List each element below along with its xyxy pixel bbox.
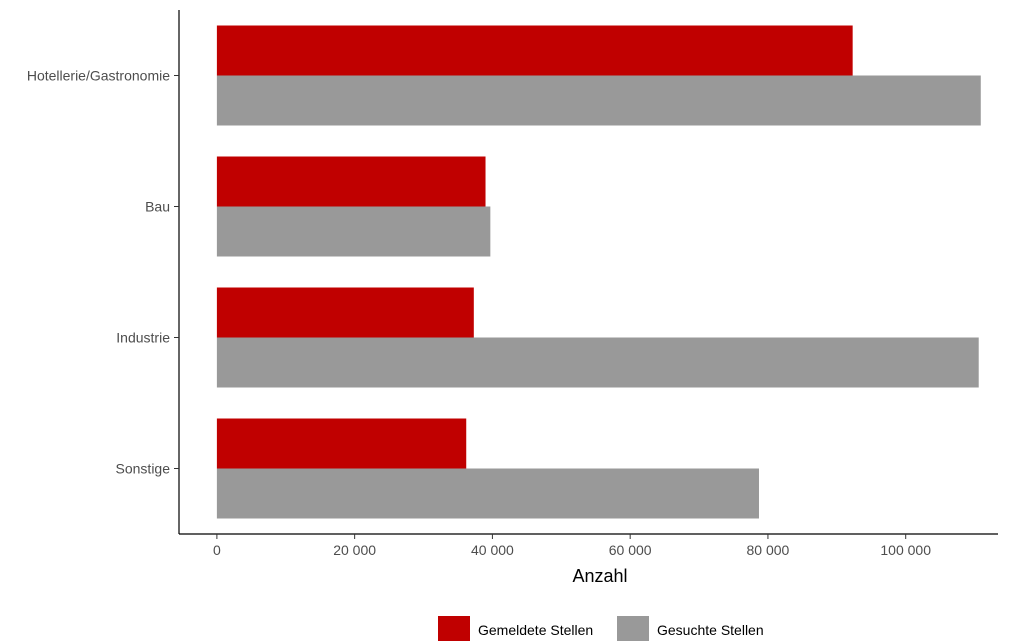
x-tick-label: 20 000 xyxy=(333,542,376,558)
bar-gesuchte-3 xyxy=(216,468,759,519)
y-tick-label: Sonstige xyxy=(116,461,171,477)
bars-group xyxy=(216,25,981,519)
x-axis-ticks: 0 20 000 40 000 60 000 80 000 100 000 xyxy=(213,534,931,558)
bar-gemeldete-1 xyxy=(216,156,486,207)
x-tick-label: 60 000 xyxy=(609,542,652,558)
legend-label-gemeldete: Gemeldete Stellen xyxy=(478,622,593,638)
bar-gesuchte-2 xyxy=(216,337,979,388)
legend-swatch-gemeldete xyxy=(438,616,470,641)
bar-gemeldete-2 xyxy=(216,287,474,338)
bar-gesuchte-0 xyxy=(216,75,981,126)
y-axis-ticks: Hotellerie/Gastronomie Bau Industrie Sonsti… xyxy=(27,68,179,477)
x-tick-label: 0 xyxy=(213,542,221,558)
y-tick-label: Hotellerie/Gastronomie xyxy=(27,68,170,84)
legend-label-gesuchte: Gesuchte Stellen xyxy=(657,622,764,638)
bar-gemeldete-0 xyxy=(216,25,853,76)
bar-gesuchte-1 xyxy=(216,206,491,257)
bar-gemeldete-3 xyxy=(216,418,467,469)
legend-swatch-gesuchte xyxy=(617,616,649,641)
y-tick-label: Bau xyxy=(145,199,170,215)
x-tick-label: 80 000 xyxy=(747,542,790,558)
x-tick-label: 40 000 xyxy=(471,542,514,558)
legend: Gemeldete Stellen Gesuchte Stellen xyxy=(438,616,764,641)
y-tick-label: Industrie xyxy=(116,330,170,346)
x-axis-title: Anzahl xyxy=(572,566,627,586)
x-tick-label: 100 000 xyxy=(880,542,931,558)
